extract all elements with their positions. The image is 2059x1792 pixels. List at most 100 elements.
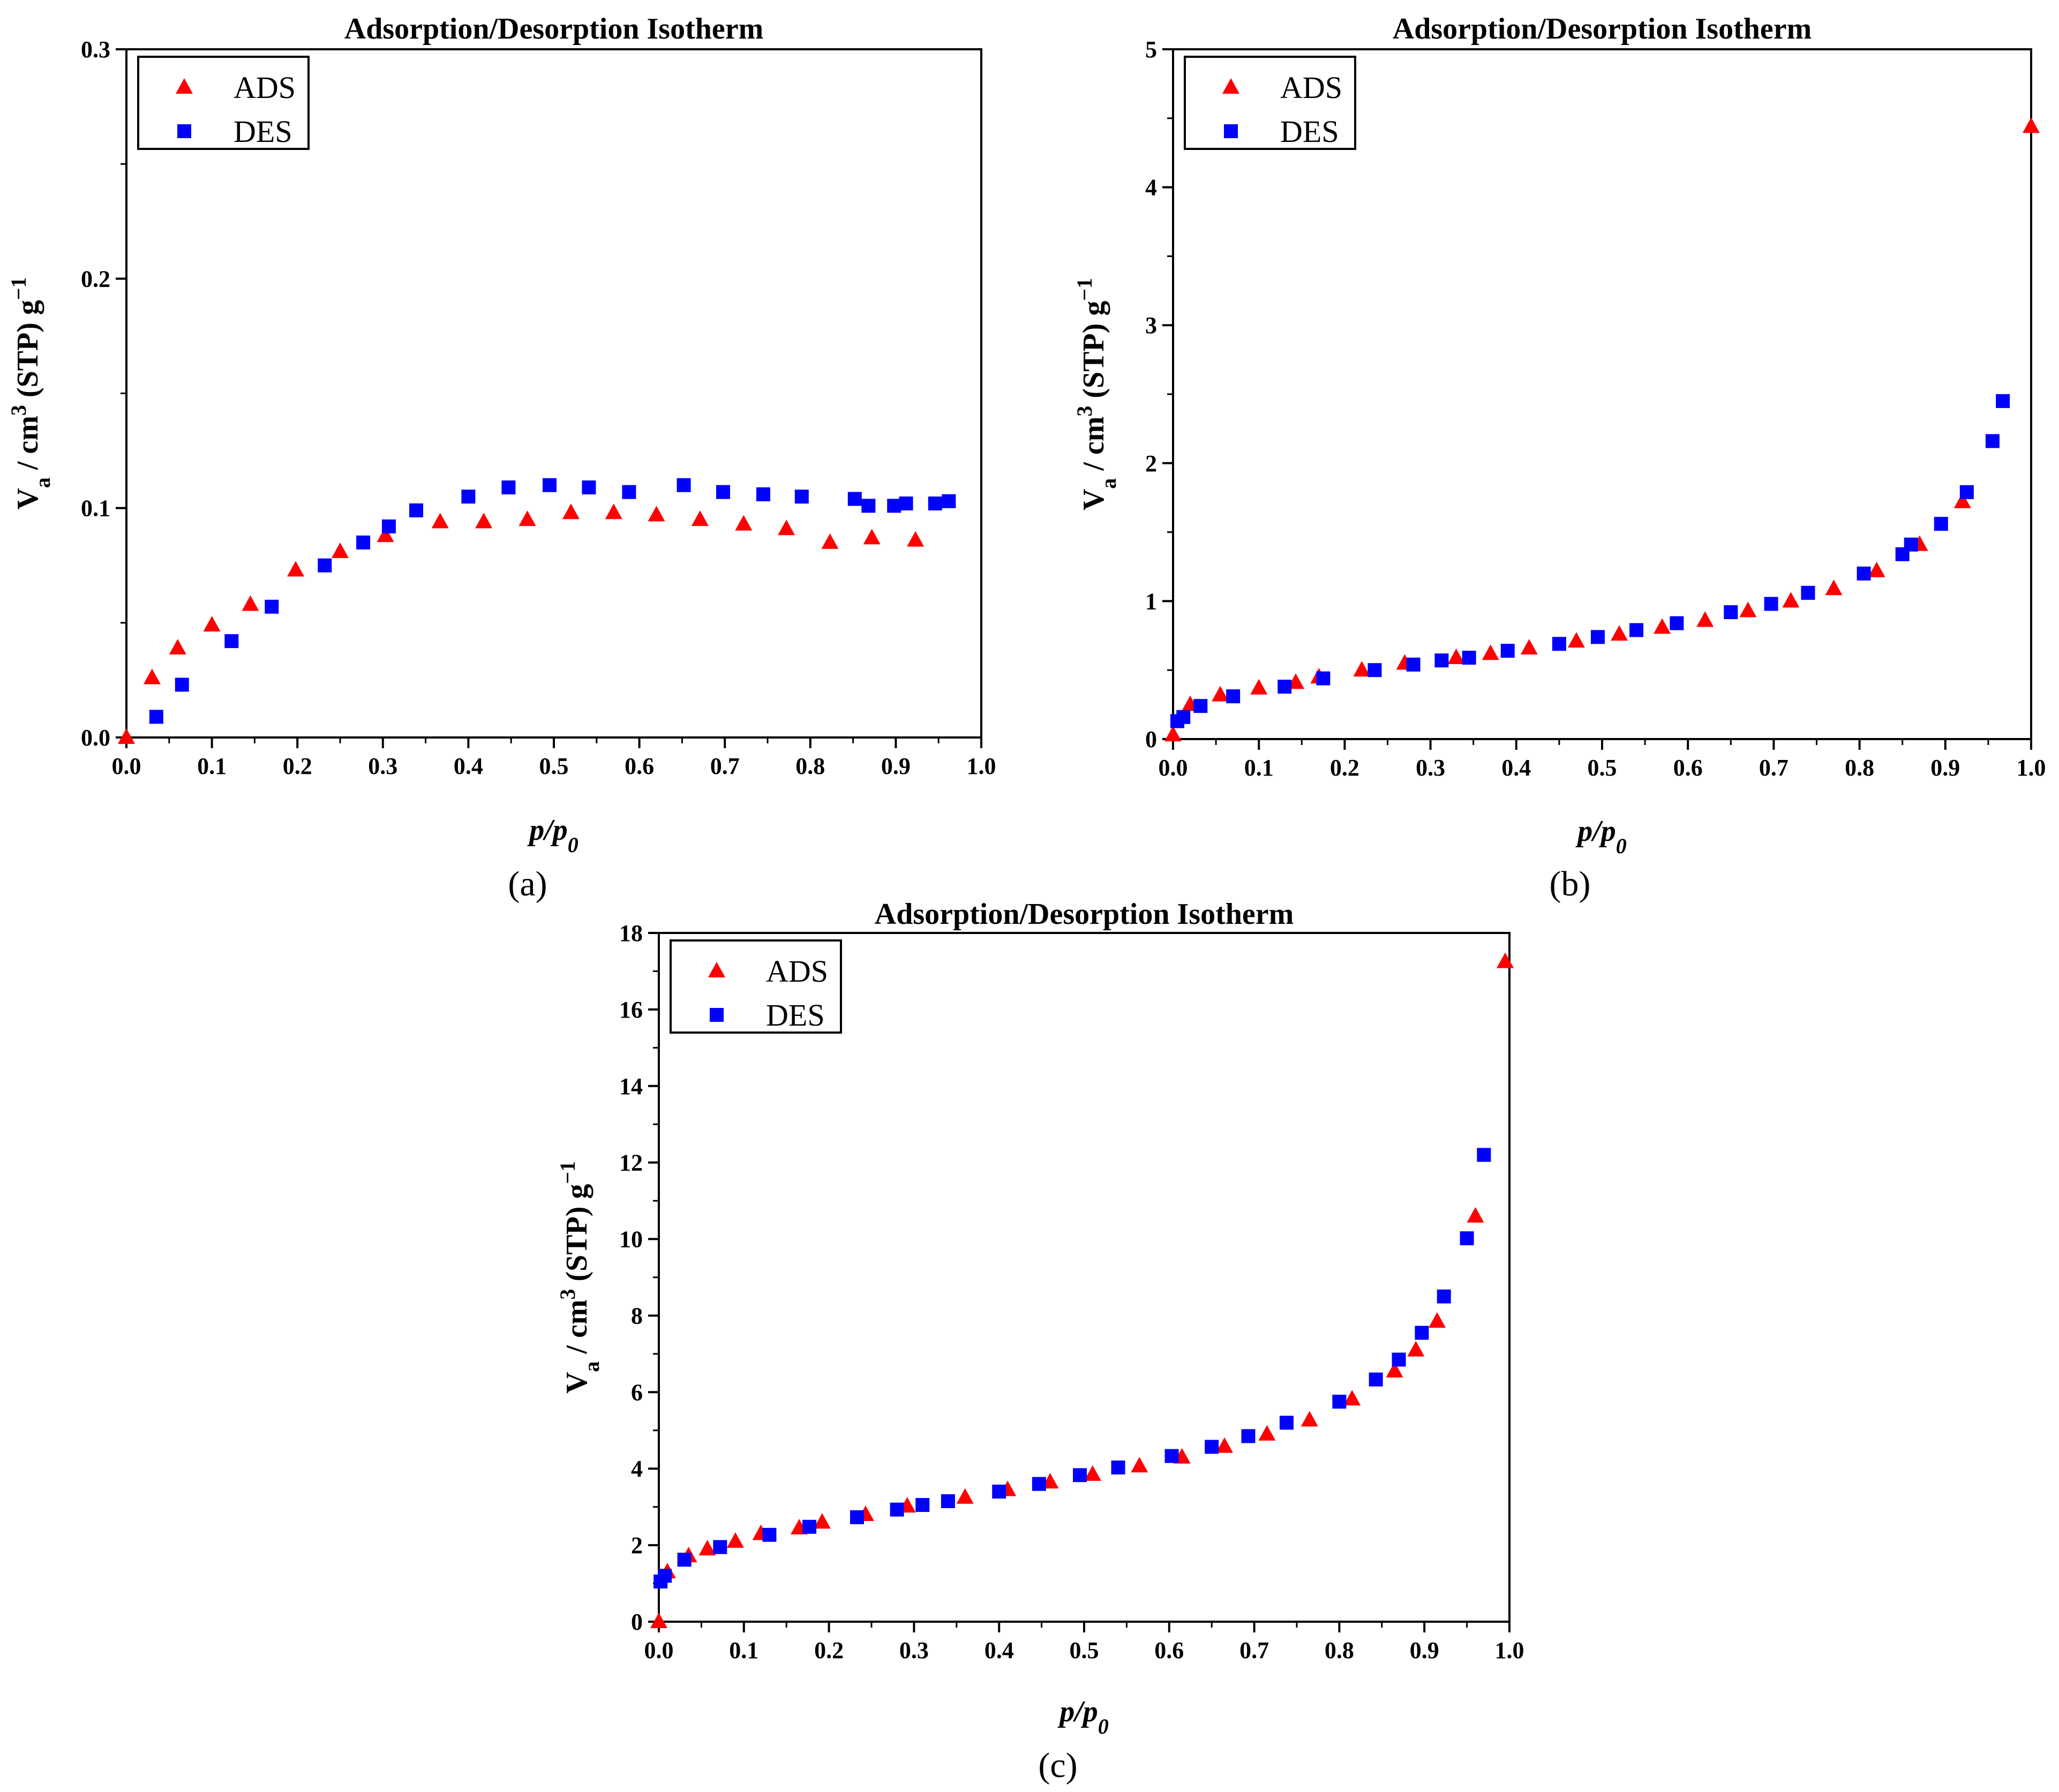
x-tick-label: 0.7: [710, 753, 740, 779]
legend-box: [137, 56, 310, 150]
data-point-ads: [1482, 644, 1499, 660]
legend-marker-des: [1224, 124, 1238, 138]
data-point-des: [1500, 644, 1515, 658]
data-point-des: [1959, 485, 1974, 499]
panel-caption: (a): [508, 864, 547, 903]
data-point-ads: [518, 510, 536, 526]
series-des: [1170, 394, 2010, 728]
legend-label-des: DES: [234, 114, 292, 149]
data-point-ads: [1611, 625, 1628, 641]
data-point-des: [928, 496, 942, 511]
x-tick-label: 1.0: [1495, 1637, 1524, 1663]
data-point-ads: [813, 1513, 831, 1529]
data-point-ads: [726, 1532, 744, 1548]
x-tick-label: 0.2: [814, 1637, 844, 1663]
panel-caption: (b): [1550, 864, 1591, 903]
chart-panel-a: Adsorption/Desorption Isotherm 0.0 0.1 0.2 0…: [6, 12, 996, 903]
data-point-ads: [1212, 686, 1229, 702]
data-point-ads: [1353, 661, 1371, 677]
data-point-des: [1934, 517, 1948, 531]
data-point-des: [1460, 1231, 1474, 1246]
data-point-des: [1369, 1372, 1383, 1387]
data-point-ads: [1953, 492, 1971, 508]
data-point-des: [1415, 1326, 1429, 1340]
data-point-des: [887, 499, 901, 513]
chart-title: Adsorption/Desorption Isotherm: [875, 898, 1294, 931]
data-point-des: [1724, 605, 1738, 620]
data-point-ads: [956, 1488, 974, 1504]
data-point-des: [1226, 689, 1241, 704]
y-tick-label: 0: [631, 1609, 643, 1635]
data-point-des: [992, 1485, 1006, 1499]
data-point-ads: [691, 510, 709, 526]
data-point-des: [1241, 1429, 1256, 1443]
x-tick-label: 0.3: [1416, 755, 1445, 781]
data-point-des: [1996, 394, 2010, 408]
legend-label-ads: ADS: [1280, 70, 1342, 105]
x-tick-label: 1.0: [967, 753, 996, 779]
legend-marker-ads: [708, 962, 725, 977]
data-point-des: [1437, 1289, 1451, 1304]
data-point-des: [941, 1494, 955, 1508]
legend-marker-ads: [176, 78, 193, 94]
legend-marker-ads: [1222, 78, 1239, 94]
y-tick-label: 2: [631, 1532, 643, 1558]
data-point-ads: [203, 616, 221, 632]
y-axis-label: Va / cm3 (STP) g−1: [1072, 278, 1121, 510]
x-tick-label: 0.3: [368, 753, 397, 779]
data-point-ads: [287, 561, 305, 577]
data-point-ads: [1386, 1362, 1403, 1378]
x-tick-label: 0.1: [1244, 755, 1274, 781]
data-point-des: [381, 519, 396, 533]
x-tick-label: 0.4: [454, 753, 483, 779]
data-point-ads: [1216, 1437, 1234, 1453]
x-axis-label: p/p0: [527, 814, 578, 857]
data-point-ads: [648, 506, 665, 522]
data-point-ads: [1343, 1390, 1361, 1406]
series-des: [653, 1148, 1491, 1588]
x-axis-label: p/p0: [1057, 1695, 1109, 1738]
x-tick-label: 0.1: [729, 1637, 758, 1663]
x-tick-label: 0.5: [1588, 755, 1617, 781]
data-point-des: [1193, 699, 1208, 713]
data-point-des: [224, 634, 239, 649]
x-tick-label: 0.9: [881, 753, 911, 779]
chart-title: Adsorption/Desorption Isotherm: [344, 12, 763, 46]
y-tick-label: 4: [631, 1456, 643, 1482]
y-tick-label: 12: [619, 1150, 643, 1176]
data-point-des: [1279, 1415, 1294, 1430]
data-point-ads: [1429, 1312, 1446, 1328]
y-tick-label: 0: [1145, 726, 1157, 752]
y-axis-label: Va / cm3 (STP) g−1: [555, 1161, 604, 1394]
x-tick-label: 0.4: [985, 1637, 1014, 1663]
data-point-ads: [1407, 1341, 1425, 1357]
data-point-ads: [698, 1540, 716, 1556]
data-point-ads: [1447, 649, 1465, 665]
x-tick-label: 0.9: [1410, 1637, 1439, 1663]
y-tick-label: 4: [1145, 175, 1157, 201]
x-tick-label: 0.7: [1239, 1637, 1269, 1663]
x-tick-label: 0.2: [1330, 755, 1359, 781]
data-point-ads: [1825, 579, 1843, 596]
legend: ADS DES: [1184, 56, 1356, 150]
data-point-des: [1332, 1395, 1347, 1409]
series-ads: [1164, 117, 2040, 742]
data-point-des: [1434, 653, 1449, 668]
data-point-des: [149, 710, 163, 724]
data-point-ads: [1131, 1457, 1148, 1473]
x-tick-label: 0.9: [1930, 755, 1960, 781]
data-point-des: [1073, 1468, 1087, 1482]
data-point-des: [756, 487, 771, 501]
chart-panel-c: Adsorption/Desorption Isotherm 0.0 0.1 0.2 0…: [555, 898, 1524, 1785]
data-point-des: [899, 496, 913, 511]
legend-label-des: DES: [1280, 114, 1339, 149]
data-point-ads: [1497, 952, 1514, 968]
x-tick-label: 0.8: [1845, 755, 1874, 781]
y-tick-label: 8: [631, 1302, 643, 1329]
data-point-des: [802, 1519, 817, 1534]
y-tick-label: 3: [1145, 312, 1157, 338]
data-point-des: [1670, 616, 1684, 630]
data-point-des: [1764, 597, 1778, 611]
plot-frame: [658, 932, 1511, 1623]
data-point-ads: [1250, 679, 1268, 695]
